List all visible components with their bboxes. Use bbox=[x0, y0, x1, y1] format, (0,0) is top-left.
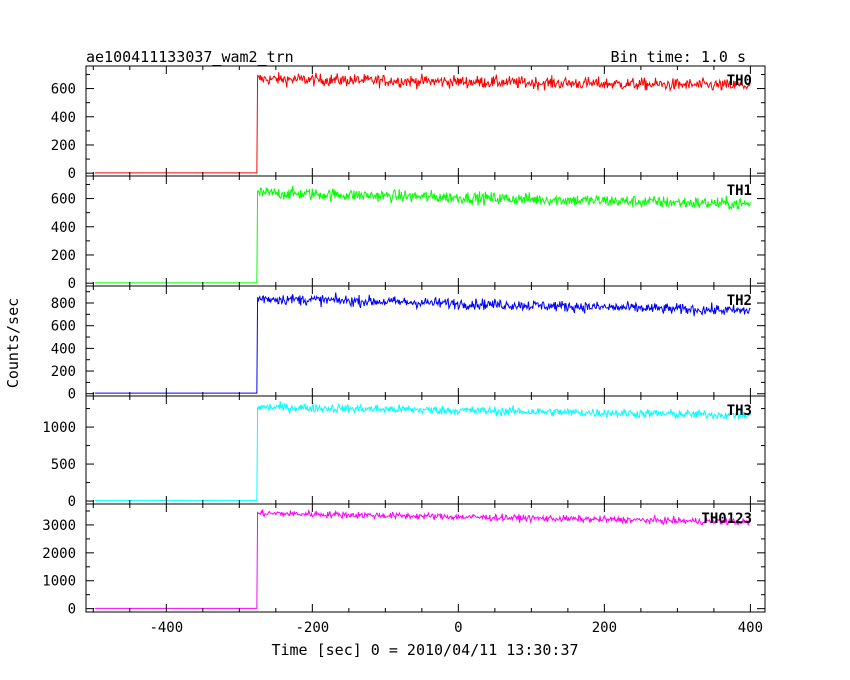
y-tick-label: 800 bbox=[51, 296, 76, 312]
panel-th2: 0 200 400 600 800 TH2 bbox=[51, 285, 766, 403]
y-tick-label: 0 bbox=[68, 276, 76, 292]
bin-time-label: Bin time: 1.0 s bbox=[611, 48, 746, 66]
y-tick-label: 0 bbox=[68, 166, 76, 182]
series-line-th0123 bbox=[94, 509, 751, 609]
series-line-th2 bbox=[94, 292, 751, 394]
x-tick-label: -400 bbox=[149, 620, 183, 636]
panels-group: 0 200 400 600 TH0 0 200 400 600 TH1 0 200 400 600 800 T… bbox=[42, 65, 766, 618]
panel-frame bbox=[85, 65, 766, 177]
y-tick-label: 1000 bbox=[42, 420, 76, 436]
x-tick-label: 0 bbox=[454, 620, 462, 636]
y-tick-label: 200 bbox=[51, 364, 76, 380]
y-tick-label: 400 bbox=[51, 110, 76, 126]
panel-label-th1: TH1 bbox=[727, 183, 752, 199]
series-line-th0 bbox=[94, 72, 751, 174]
panel-label-th0123: TH0123 bbox=[701, 511, 752, 527]
series-line-th1 bbox=[94, 186, 751, 284]
panel-frame bbox=[85, 503, 766, 613]
y-tick-label: 500 bbox=[51, 457, 76, 473]
panel-label-th2: TH2 bbox=[727, 293, 752, 309]
x-axis: -400 -200 0 200 400 bbox=[149, 620, 763, 636]
y-axis-label: Counts/sec bbox=[4, 298, 22, 388]
panel-th3: 0 500 1000 TH3 bbox=[42, 395, 766, 510]
y-tick-label: 0 bbox=[68, 387, 76, 403]
panel-th0123: 0 1000 2000 3000 TH0123 bbox=[42, 503, 766, 618]
x-tick-label: -200 bbox=[295, 620, 329, 636]
x-axis-label: Time [sec] 0 = 2010/04/11 13:30:37 bbox=[271, 641, 578, 659]
plot-title: ae100411133037_wam2_trn bbox=[86, 48, 294, 66]
x-tick-label: 400 bbox=[738, 620, 763, 636]
panel-label-th3: TH3 bbox=[727, 403, 752, 419]
y-tick-label: 600 bbox=[51, 192, 76, 208]
panel-frame bbox=[85, 175, 766, 287]
y-tick-label: 0 bbox=[68, 494, 76, 510]
panel-th1: 0 200 400 600 TH1 bbox=[51, 175, 766, 292]
y-tick-label: 200 bbox=[51, 248, 76, 264]
y-tick-label: 3000 bbox=[42, 518, 76, 534]
panel-label-th0: TH0 bbox=[727, 73, 752, 89]
series-line-th3 bbox=[94, 401, 751, 502]
panel-th0: 0 200 400 600 TH0 bbox=[51, 65, 766, 182]
y-tick-label: 400 bbox=[51, 341, 76, 357]
y-tick-label: 2000 bbox=[42, 546, 76, 562]
y-tick-label: 0 bbox=[68, 602, 76, 618]
y-tick-label: 400 bbox=[51, 220, 76, 236]
panel-frame bbox=[85, 285, 766, 397]
y-tick-label: 200 bbox=[51, 138, 76, 154]
y-tick-label: 600 bbox=[51, 319, 76, 335]
y-tick-label: 600 bbox=[51, 82, 76, 98]
x-tick-label: 200 bbox=[592, 620, 617, 636]
y-tick-label: 1000 bbox=[42, 574, 76, 590]
